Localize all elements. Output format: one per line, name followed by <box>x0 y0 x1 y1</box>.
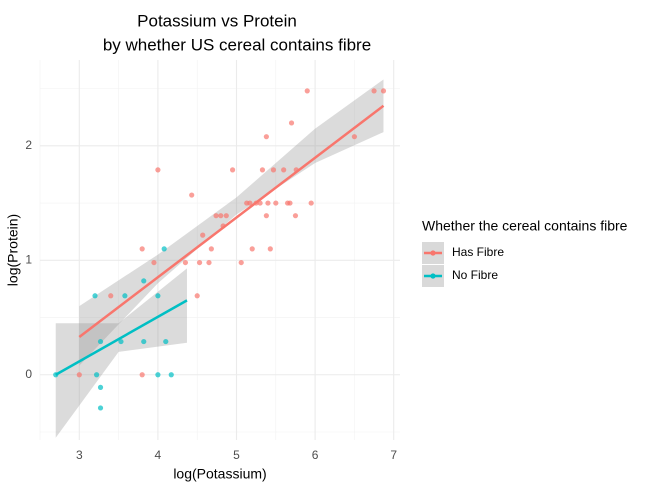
point <box>141 338 147 345</box>
point <box>139 372 145 378</box>
x-tick-label: 4 <box>155 448 162 462</box>
point <box>93 372 100 378</box>
point <box>118 338 124 345</box>
y-axis-label: log(Protein) <box>5 214 21 286</box>
point <box>76 372 82 378</box>
point <box>259 167 266 173</box>
y-tick-label: 1 <box>25 252 32 266</box>
point <box>308 200 314 206</box>
point <box>263 213 269 219</box>
point <box>267 246 273 252</box>
point <box>206 259 212 266</box>
point <box>288 120 295 126</box>
point <box>194 293 200 299</box>
point <box>182 259 189 266</box>
y-tick-label: 2 <box>25 138 32 152</box>
point <box>122 293 128 299</box>
point <box>270 167 277 173</box>
point <box>287 200 293 206</box>
point <box>229 167 236 173</box>
point <box>155 167 161 173</box>
point <box>247 200 253 206</box>
fit-line <box>78 104 385 338</box>
point <box>97 338 104 345</box>
point <box>213 213 219 219</box>
point <box>380 88 387 94</box>
legend-label: No Fibre <box>452 268 498 282</box>
point <box>108 293 114 299</box>
point <box>151 259 157 266</box>
point <box>189 192 195 198</box>
chart-title: by whether US cereal contains fibre <box>103 35 371 54</box>
point <box>139 246 145 252</box>
point <box>97 384 104 390</box>
x-tick-label: 5 <box>233 448 240 462</box>
point <box>238 259 244 266</box>
legend-point <box>430 250 436 256</box>
x-tick-label: 3 <box>76 448 83 462</box>
legend-label: Has Fibre <box>452 245 504 259</box>
legend-title: Whether the cereal contains fibre <box>422 218 628 234</box>
point <box>265 200 271 206</box>
point <box>249 246 255 252</box>
chart-title: Potassium vs Protein <box>137 11 297 30</box>
x-tick-label: 6 <box>312 448 319 462</box>
point <box>292 213 299 219</box>
point <box>208 246 214 252</box>
legend-point <box>430 273 436 279</box>
point <box>218 213 224 219</box>
point <box>196 259 203 266</box>
point <box>281 167 287 173</box>
point <box>168 372 174 378</box>
point <box>155 293 161 299</box>
point <box>97 405 104 411</box>
point <box>223 213 229 219</box>
fit-line <box>55 299 188 376</box>
point <box>304 88 310 94</box>
point <box>263 134 269 140</box>
point <box>273 200 279 206</box>
point <box>141 278 147 284</box>
point <box>92 293 98 299</box>
x-axis-label: log(Potassium) <box>173 466 266 482</box>
point <box>155 372 161 378</box>
point <box>200 232 206 238</box>
confidence-band <box>79 79 384 366</box>
point <box>163 338 169 345</box>
x-tick-label: 7 <box>390 448 397 462</box>
point <box>161 246 167 252</box>
point <box>371 88 377 94</box>
point <box>351 134 358 140</box>
y-tick-label: 0 <box>25 367 32 381</box>
confidence-band <box>55 268 187 438</box>
